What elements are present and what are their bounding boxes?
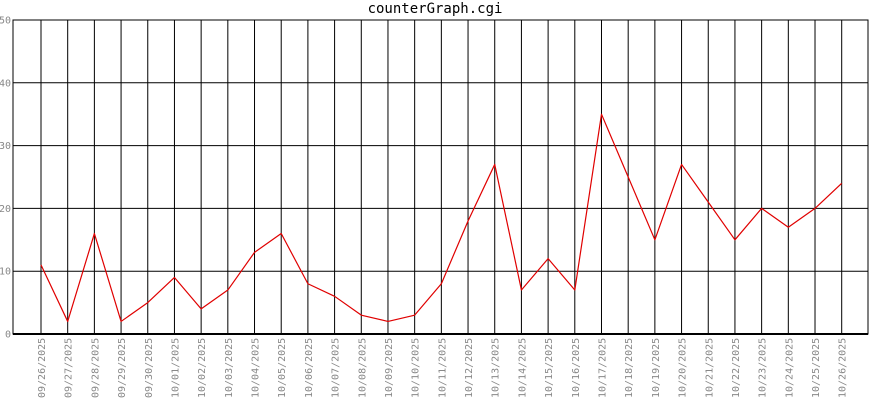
y-tick-label: 20 <box>0 204 11 215</box>
x-date-label: 09/30/2025 <box>144 338 155 398</box>
y-tick-label: 50 <box>0 16 11 27</box>
x-date-label: 10/06/2025 <box>304 338 315 398</box>
x-date-label: 10/23/2025 <box>758 338 769 398</box>
x-date-label: 10/09/2025 <box>384 338 395 398</box>
x-date-label: 10/17/2025 <box>597 338 608 398</box>
x-date-label: 10/24/2025 <box>784 338 795 398</box>
x-date-label: 10/14/2025 <box>517 338 528 398</box>
x-date-label: 09/27/2025 <box>64 338 75 398</box>
x-date-label: 10/07/2025 <box>331 338 342 398</box>
x-date-label: 10/20/2025 <box>678 338 689 398</box>
plot-border <box>12 19 869 335</box>
x-date-label: 09/28/2025 <box>90 338 101 398</box>
x-date-label: 10/08/2025 <box>357 338 368 398</box>
y-tick-label: 0 <box>5 330 11 341</box>
x-date-label: 10/13/2025 <box>491 338 502 398</box>
x-date-label: 10/10/2025 <box>411 338 422 398</box>
x-date-label: 10/21/2025 <box>704 338 715 398</box>
x-date-label: 10/25/2025 <box>811 338 822 398</box>
x-date-label: 10/05/2025 <box>277 338 288 398</box>
x-date-label: 10/15/2025 <box>544 338 555 398</box>
x-date-label: 09/29/2025 <box>117 338 128 398</box>
x-date-label: 10/04/2025 <box>251 338 262 398</box>
x-date-label: 09/26/2025 <box>37 338 48 398</box>
x-date-label: 10/19/2025 <box>651 338 662 398</box>
data-line <box>40 113 843 323</box>
y-tick-label: 40 <box>0 78 11 89</box>
y-tick-label: 30 <box>0 141 11 152</box>
x-date-label: 10/03/2025 <box>224 338 235 398</box>
y-tick-label: 10 <box>0 267 11 278</box>
x-date-label: 10/02/2025 <box>197 338 208 398</box>
x-date-label: 10/22/2025 <box>731 338 742 398</box>
chart-title: counterGraph.cgi <box>367 1 503 17</box>
x-date-label: 10/18/2025 <box>624 338 635 398</box>
x-date-label: 10/11/2025 <box>437 338 448 398</box>
x-date-label: 10/16/2025 <box>571 338 582 398</box>
x-date-label: 10/01/2025 <box>170 338 181 398</box>
x-date-label: 10/26/2025 <box>838 338 849 398</box>
x-date-label: 10/12/2025 <box>464 338 475 398</box>
